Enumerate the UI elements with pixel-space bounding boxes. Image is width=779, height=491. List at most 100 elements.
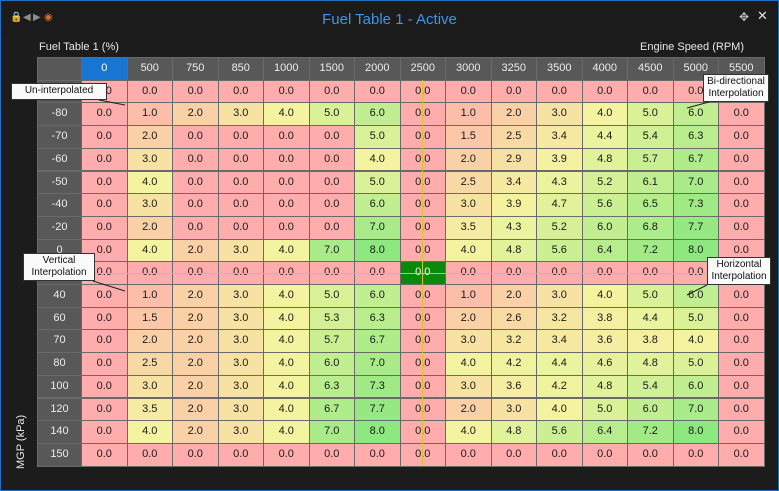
row-header[interactable]: 80 xyxy=(37,352,82,376)
column-header[interactable]: 850 xyxy=(217,57,264,81)
table-cell[interactable]: 5.6 xyxy=(581,193,628,217)
table-cell[interactable]: 4.0 xyxy=(263,374,310,399)
table-cell[interactable]: 7.3 xyxy=(672,193,719,217)
table-cell[interactable]: 3.0 xyxy=(445,374,492,399)
table-cell[interactable]: 0.0 xyxy=(718,442,765,467)
table-cell[interactable]: 0.0 xyxy=(445,442,492,467)
table-cell[interactable]: 5.6 xyxy=(536,238,583,263)
table-cell[interactable]: 0.0 xyxy=(536,442,583,467)
palette-icon[interactable]: ◉ xyxy=(44,12,53,23)
table-cell[interactable]: 3.9 xyxy=(536,147,583,172)
table-cell[interactable]: 0.0 xyxy=(718,352,765,376)
row-header[interactable]: -20 xyxy=(37,215,82,240)
table-cell[interactable]: 8.0 xyxy=(354,420,401,444)
table-cell[interactable]: 3.0 xyxy=(217,306,264,331)
column-header[interactable]: 1500 xyxy=(308,57,355,81)
row-header[interactable]: -60 xyxy=(37,147,82,172)
table-cell[interactable]: 0.0 xyxy=(263,215,310,240)
table-cell[interactable]: 0.0 xyxy=(308,170,355,195)
table-cell[interactable]: 2.0 xyxy=(172,352,219,376)
table-cell[interactable]: 4.2 xyxy=(536,374,583,399)
table-cell[interactable]: 3.4 xyxy=(536,125,583,149)
table-cell[interactable]: 0.0 xyxy=(490,442,537,467)
table-cell[interactable]: 5.0 xyxy=(308,102,355,127)
table-cell[interactable]: 0.0 xyxy=(627,442,674,467)
table-cell[interactable]: 0.0 xyxy=(354,442,401,467)
table-cell[interactable]: 0.0 xyxy=(81,147,128,172)
pin-icon[interactable]: 🔒 xyxy=(10,12,23,23)
table-cell[interactable]: 0.0 xyxy=(263,125,310,149)
column-header[interactable]: 3000 xyxy=(445,57,492,81)
table-cell[interactable]: 0.0 xyxy=(672,442,719,467)
table-cell[interactable]: 0.0 xyxy=(263,442,310,467)
table-cell[interactable]: 4.0 xyxy=(263,329,310,354)
table-cell[interactable]: 0.0 xyxy=(172,442,219,467)
table-cell[interactable]: 0.0 xyxy=(217,147,264,172)
table-cell[interactable]: 6.1 xyxy=(627,170,674,195)
table-cell[interactable]: 3.0 xyxy=(217,284,264,308)
table-cell[interactable]: 5.2 xyxy=(536,215,583,240)
table-cell[interactable]: 2.0 xyxy=(445,397,492,422)
table-cell[interactable]: 6.5 xyxy=(627,193,674,217)
table-cell[interactable]: 3.0 xyxy=(217,238,264,263)
table-cell[interactable]: 0.0 xyxy=(718,215,765,240)
table-cell[interactable]: 3.4 xyxy=(490,170,537,195)
table-cell[interactable]: 3.5 xyxy=(126,397,173,422)
table-cell[interactable]: 0.0 xyxy=(445,79,492,104)
table-cell[interactable]: 4.8 xyxy=(581,147,628,172)
table-cell[interactable]: 0.0 xyxy=(308,147,355,172)
table-cell[interactable]: 3.5 xyxy=(445,215,492,240)
crosshair-vertical xyxy=(422,79,424,466)
table-cell[interactable]: 2.0 xyxy=(172,284,219,308)
table-cell[interactable]: 3.0 xyxy=(536,102,583,127)
table-cell[interactable]: 6.3 xyxy=(354,306,401,331)
move-icon[interactable]: ✥ xyxy=(739,10,750,24)
table-cell[interactable]: 2.0 xyxy=(126,329,173,354)
table-cell[interactable]: 0.0 xyxy=(718,238,765,263)
table-cell[interactable]: 0.0 xyxy=(718,397,765,422)
table-cell[interactable]: 0.0 xyxy=(581,442,628,467)
table-cell[interactable]: 0.0 xyxy=(81,442,128,467)
table-cell[interactable]: 2.6 xyxy=(490,306,537,331)
table-cell[interactable]: 8.0 xyxy=(354,238,401,263)
table-cell[interactable]: 4.0 xyxy=(263,352,310,376)
title-bar[interactable]: 🔒 ◀ ▶ ◉ Fuel Table 1 - Active ✥ ✕ xyxy=(1,1,778,35)
close-icon[interactable]: ✕ xyxy=(757,8,768,23)
table-cell[interactable]: 4.0 xyxy=(536,397,583,422)
table-cell[interactable]: 0.0 xyxy=(126,442,173,467)
row-header[interactable]: -80 xyxy=(37,102,82,127)
table-cell[interactable]: 2.0 xyxy=(490,102,537,127)
table-cell[interactable]: 7.2 xyxy=(627,238,674,263)
table-cell[interactable]: 2.0 xyxy=(172,238,219,263)
annotation-uninterpolated: Un-interpolated xyxy=(11,83,107,100)
table-cell[interactable]: 4.0 xyxy=(263,397,310,422)
table-cell[interactable]: 0.0 xyxy=(217,442,264,467)
table-cell[interactable]: 0.0 xyxy=(217,170,264,195)
table-cell[interactable]: 0.0 xyxy=(308,442,355,467)
table-cell[interactable]: 3.2 xyxy=(490,329,537,354)
table-cell[interactable]: 5.0 xyxy=(672,352,719,376)
x-axis-label: Engine Speed (RPM) xyxy=(640,41,744,53)
table-cell[interactable]: 2.0 xyxy=(445,147,492,172)
table-cell[interactable]: 0.0 xyxy=(81,352,128,376)
arrow-left-icon[interactable]: ◀ xyxy=(23,12,31,23)
table-cell[interactable]: 5.0 xyxy=(581,397,628,422)
table-cell[interactable]: 0.0 xyxy=(718,170,765,195)
table-cell[interactable]: 0.0 xyxy=(718,147,765,172)
table-cell[interactable]: 0.0 xyxy=(718,306,765,331)
table-cell[interactable]: 4.8 xyxy=(490,238,537,263)
table-cell[interactable]: 0.0 xyxy=(81,397,128,422)
table-cell[interactable]: 0.0 xyxy=(718,329,765,354)
arrow-right-icon[interactable]: ▶ xyxy=(33,12,41,23)
table-title: Fuel Table 1 (%) xyxy=(39,41,119,53)
row-header[interactable]: 100 xyxy=(37,374,82,399)
table-cell[interactable]: 4.0 xyxy=(263,306,310,331)
row-header[interactable]: 150 xyxy=(37,442,82,467)
table-cell[interactable]: 7.7 xyxy=(672,215,719,240)
table-cell[interactable]: 0.0 xyxy=(718,374,765,399)
table-cell[interactable]: 0.0 xyxy=(308,79,355,104)
table-cell[interactable]: 4.6 xyxy=(581,352,628,376)
table-cell[interactable]: 6.0 xyxy=(672,102,719,127)
table-cell[interactable]: 6.7 xyxy=(308,397,355,422)
